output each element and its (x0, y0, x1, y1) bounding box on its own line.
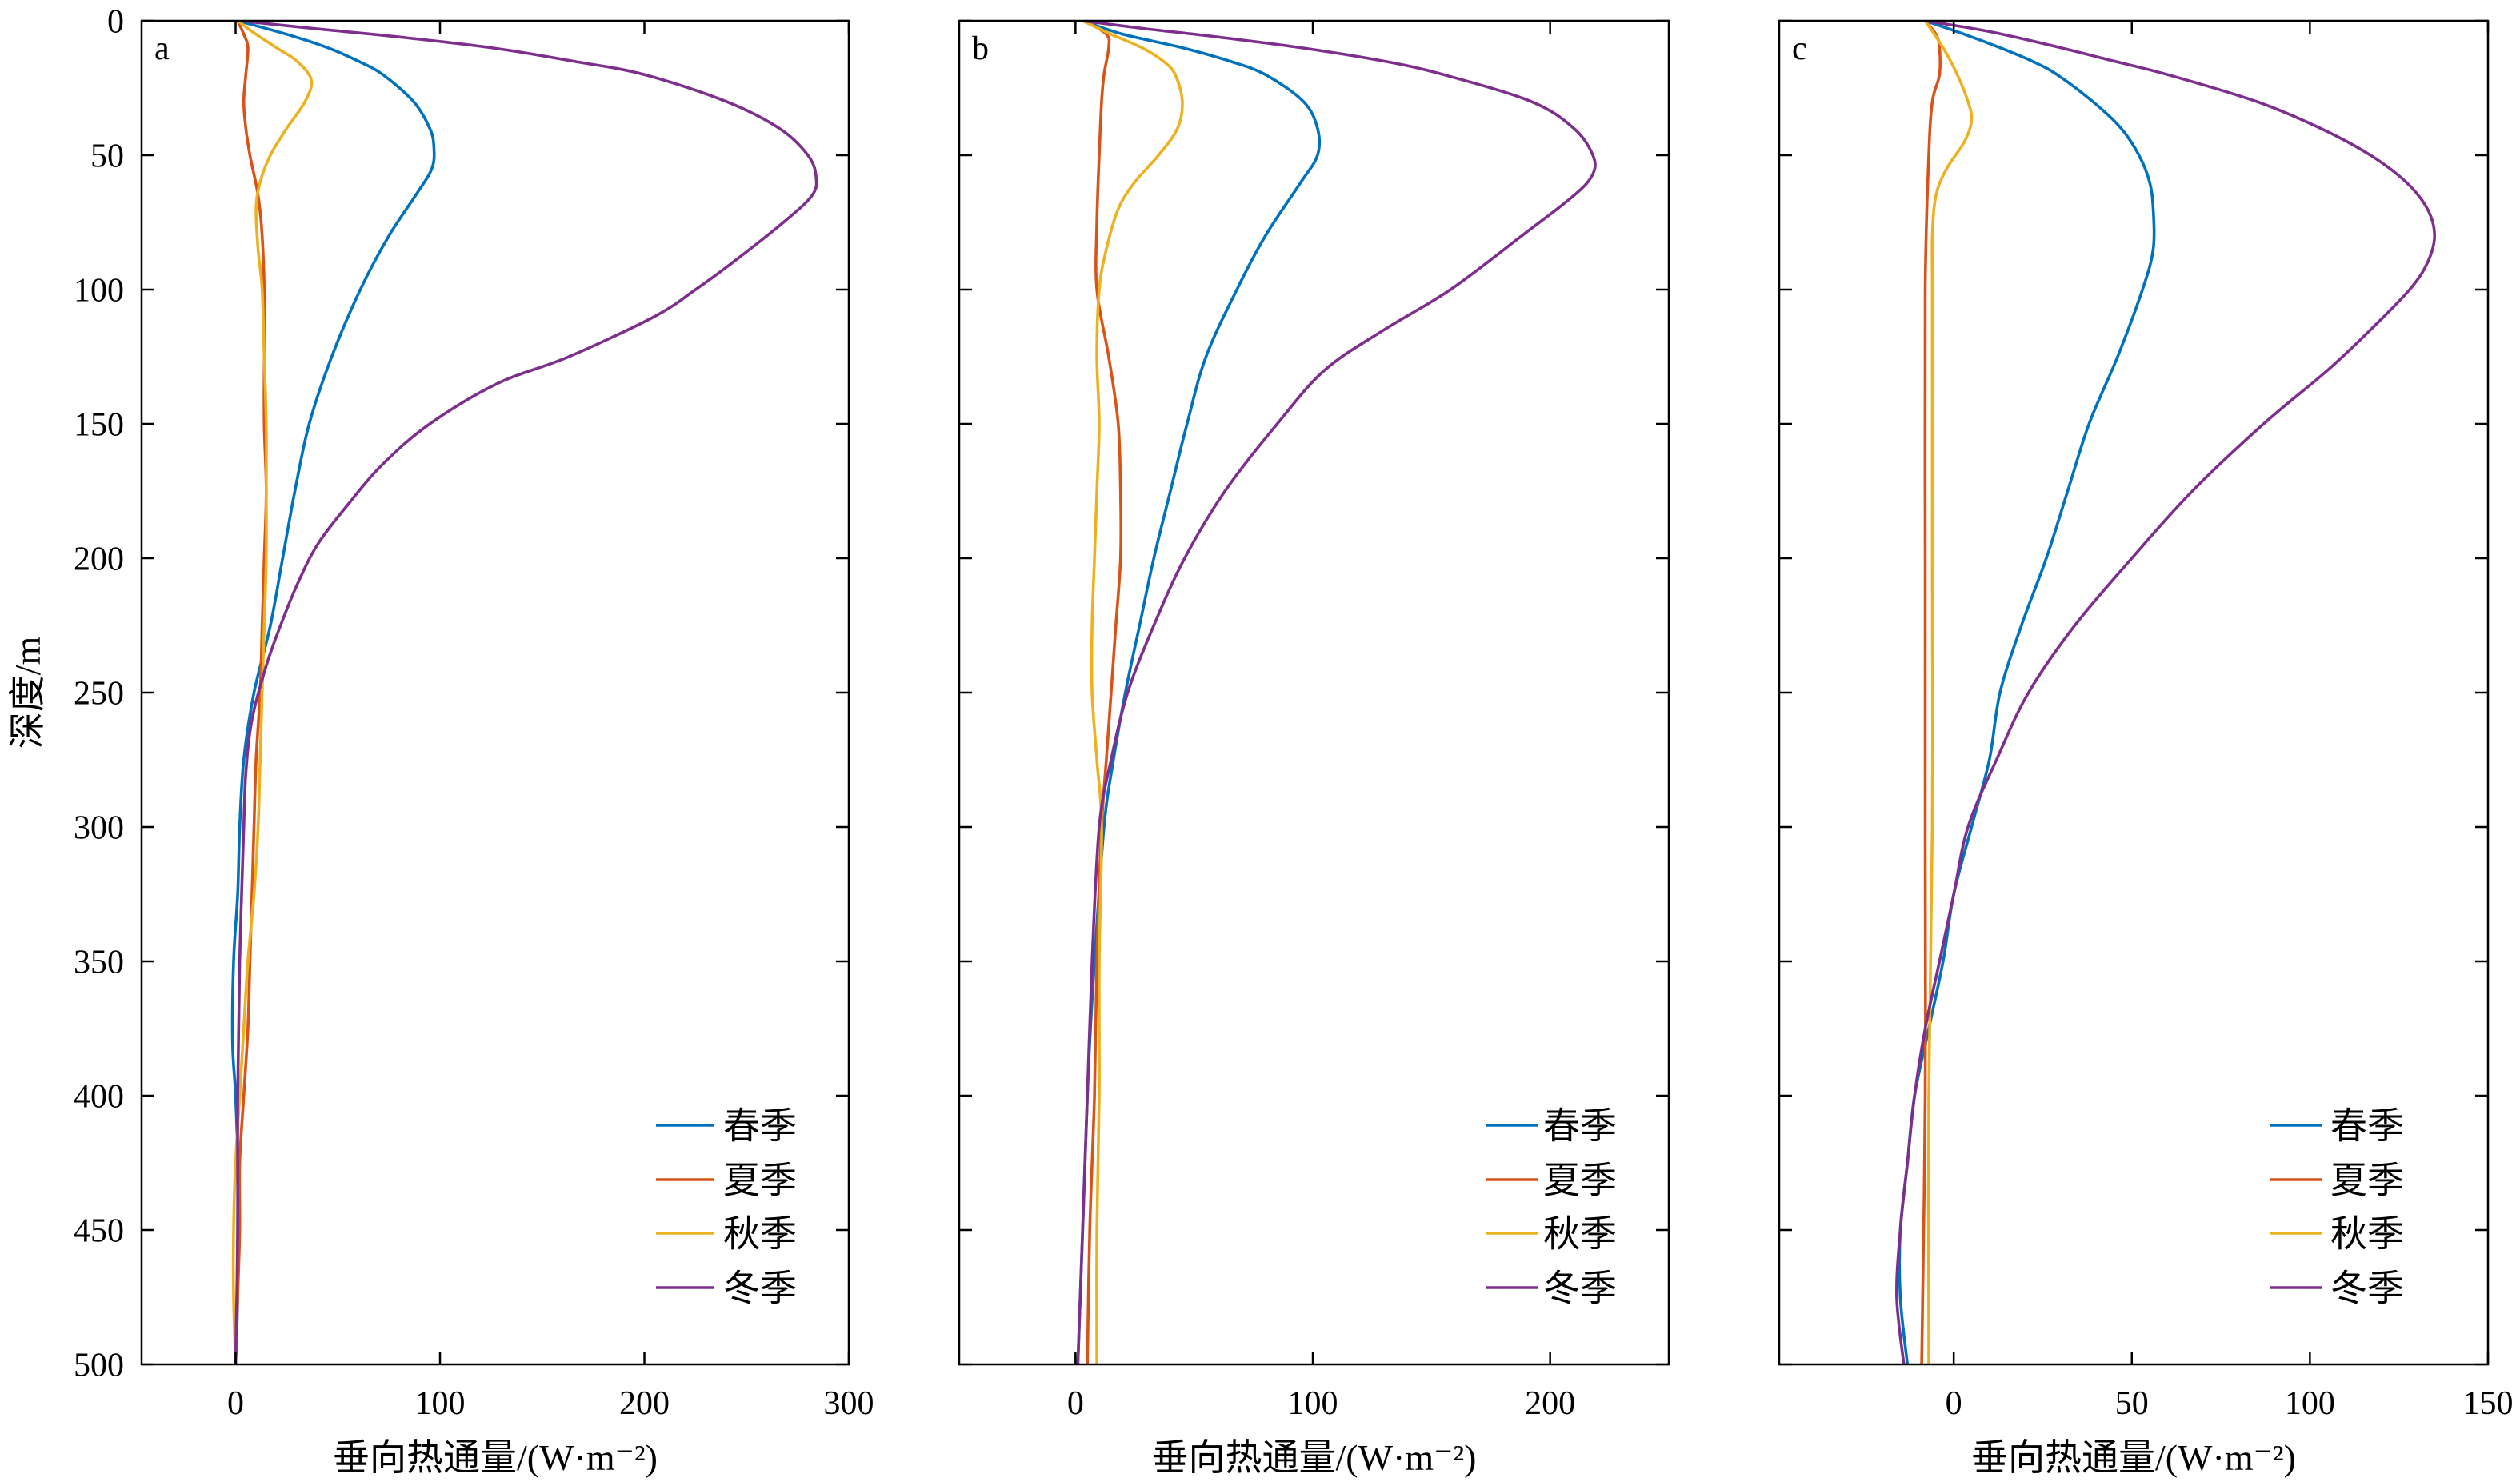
panel-c-x-tick-label: 150 (2463, 1385, 2514, 1422)
panel-a-y-tick-label: 150 (74, 407, 124, 444)
panel-a-series-1-line (230, 21, 436, 1364)
panel-a-series-4-line (234, 21, 818, 1364)
panel-a-x-tick-label: 100 (415, 1385, 466, 1422)
panel-c-series-2-line (1920, 21, 1942, 1364)
panel-c-series-1-line (1898, 21, 2156, 1364)
panel-c-legend-label: 冬季 (2330, 1268, 2404, 1309)
panel-c-plot-area (1894, 21, 2436, 1364)
panel-a-y-tick-label: 250 (74, 676, 124, 713)
panel-b-x-tick-label: 200 (1525, 1385, 1575, 1422)
panel-a-x-tick-label: 300 (824, 1385, 874, 1422)
panel-a-legend-label: 夏季 (723, 1160, 797, 1201)
panel-b-legend-label: 夏季 (1543, 1160, 1617, 1201)
panel-b-legend-label: 秋季 (1543, 1214, 1617, 1255)
panel-c-x-tick-label: 0 (1946, 1385, 1962, 1422)
panel-a-y-tick-label: 450 (74, 1213, 124, 1250)
panel-a-y-tick-label: 400 (74, 1079, 124, 1116)
panel-b-x-tick-label: 100 (1288, 1385, 1338, 1422)
panel-a-series-3-line (231, 21, 314, 1364)
panel-b-series-4-line (1076, 21, 1597, 1364)
panel-a-y-tick-label: 500 (74, 1348, 124, 1384)
panel-c-letter: c (1792, 30, 1807, 67)
panel-b-legend-item: 春季 (1486, 1106, 1617, 1147)
panel-c-x-tick-label: 50 (2115, 1385, 2149, 1422)
panel-a-y-tick-label: 300 (74, 810, 124, 847)
panel-c-x-tick-label: 100 (2285, 1385, 2335, 1422)
panel-c-legend-item: 夏季 (2270, 1160, 2404, 1201)
panel-a-y-tick-label: 350 (74, 945, 124, 981)
panel-b-x-tick-label: 0 (1067, 1385, 1084, 1422)
panel-a-plot-area (230, 21, 818, 1364)
panel-a-y-tick-label: 0 (107, 4, 124, 41)
panel-a-legend-label: 秋季 (723, 1214, 797, 1255)
panel-b-legend-item: 冬季 (1486, 1268, 1617, 1309)
panel-a-x-axis-label: 垂向热通量/(W·m⁻²) (333, 1437, 658, 1478)
panel-b-series-2-line (1083, 21, 1123, 1364)
panel-a-letter: a (154, 30, 170, 67)
panel-c-x-axis-label: 垂向热通量/(W·m⁻²) (1971, 1437, 2296, 1478)
panel-c-series-4-line (1894, 21, 2436, 1364)
panel-a: 0 100 200 300 0 50 100 150 200 250 300 350 400 450 500… (7, 4, 874, 1478)
panel-a-legend-item: 夏季 (656, 1160, 797, 1201)
panel-b-series-3-line (1081, 21, 1184, 1364)
panel-c-legend-item: 春季 (2270, 1106, 2404, 1147)
panel-b-plot-area (1076, 21, 1597, 1364)
panel-b-legend-item: 夏季 (1486, 1160, 1617, 1201)
panel-a-y-tick-label: 100 (74, 273, 124, 310)
panel-c-legend-label: 秋季 (2330, 1214, 2404, 1255)
panel-c-legend-item: 冬季 (2270, 1268, 2404, 1309)
panel-b-letter: b (972, 30, 989, 67)
panel-b-legend-label: 春季 (1543, 1106, 1617, 1147)
panel-a-x-tick-label: 0 (227, 1385, 244, 1422)
panel-a-legend-item: 冬季 (656, 1268, 797, 1309)
panel-a-legend-item: 春季 (656, 1106, 797, 1147)
panel-b-legend-label: 冬季 (1543, 1268, 1617, 1309)
panel-c-series-3-line (1923, 21, 1974, 1364)
panel-c-legend-item: 秋季 (2270, 1214, 2404, 1255)
panel-b-legend-item: 秋季 (1486, 1214, 1617, 1255)
panel-a-legend-label: 冬季 (723, 1268, 797, 1309)
panel-a-y-axis-label: 深度/m (7, 637, 48, 749)
panel-a-legend-label: 春季 (723, 1106, 797, 1147)
panel-a-y-tick-label: 200 (74, 541, 124, 578)
panel-b-x-axis-label: 垂向热通量/(W·m⁻²) (1151, 1437, 1476, 1478)
panel-a-x-tick-label: 200 (619, 1385, 670, 1422)
panel-c-legend-label: 春季 (2330, 1106, 2404, 1147)
panel-c-legend-label: 夏季 (2330, 1160, 2404, 1201)
panel-a-y-tick-label: 50 (90, 138, 124, 175)
panel-a-series-2-line (234, 21, 268, 1364)
panel-a-legend-item: 秋季 (656, 1214, 797, 1255)
